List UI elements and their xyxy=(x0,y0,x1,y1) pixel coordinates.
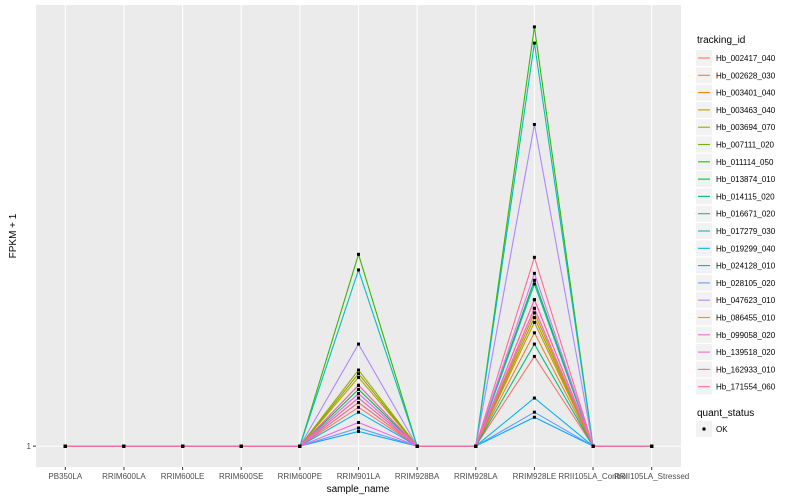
x-tick-label: RRIM600SE xyxy=(219,472,263,481)
legend-label: Hb_014115_020 xyxy=(716,192,775,201)
data-point xyxy=(650,444,654,448)
data-point xyxy=(532,41,536,45)
x-tick-label: RRIM928LA xyxy=(454,472,498,481)
series-points xyxy=(63,25,654,448)
data-point xyxy=(474,444,478,448)
data-point xyxy=(532,396,536,400)
data-point xyxy=(532,316,536,320)
legend-label: Hb_086455_010 xyxy=(716,314,776,323)
data-point xyxy=(63,444,67,448)
data-point xyxy=(532,331,536,335)
legend-label: OK xyxy=(716,425,728,434)
data-point xyxy=(415,444,419,448)
legend-shape-items: OK xyxy=(696,421,728,437)
legend-label: Hb_002417_040 xyxy=(716,54,776,63)
data-point xyxy=(532,298,536,302)
x-tick-label: RRIM928BA xyxy=(395,472,440,481)
legend-shape-title: quant_status xyxy=(697,408,754,419)
legend-label: Hb_099058_020 xyxy=(716,331,776,340)
data-point xyxy=(532,342,536,346)
data-point xyxy=(532,255,536,259)
legend-label: Hb_139518_020 xyxy=(716,348,776,357)
x-tick-label: RRIM600PE xyxy=(278,472,322,481)
legend-label: Hb_002628_030 xyxy=(716,71,776,80)
legend-label: Hb_003463_040 xyxy=(716,106,776,115)
x-axis-title: sample_name xyxy=(327,484,390,495)
legend-label: Hb_019299_040 xyxy=(716,244,776,253)
data-point xyxy=(532,311,536,315)
legend-label: Hb_024128_010 xyxy=(716,262,776,271)
data-point xyxy=(532,410,536,414)
data-point xyxy=(532,306,536,310)
data-point xyxy=(357,429,360,433)
x-tick-label: RRII105LA_Stressed xyxy=(614,472,689,481)
data-point xyxy=(532,25,536,29)
y-axis-title: FPKM + 1 xyxy=(8,213,19,258)
data-point xyxy=(181,444,185,448)
data-point xyxy=(298,444,302,448)
x-tick-label: RRIM928LE xyxy=(513,472,557,481)
data-point xyxy=(532,320,536,324)
legend-label: Hb_007111_020 xyxy=(716,141,775,150)
data-point xyxy=(532,282,536,286)
legend-label: Hb_162933_010 xyxy=(716,365,776,374)
data-point xyxy=(122,444,126,448)
axes: PB350LA RRIM600LA RRIM600LE RRIM600SE RRIM60… xyxy=(27,442,690,481)
legend-label: Hb_013874_010 xyxy=(716,175,776,184)
data-point xyxy=(357,368,360,372)
legend: tracking_id Hb_002417_040Hb_002628_030Hb… xyxy=(696,35,776,437)
legend-label: Hb_017279_030 xyxy=(716,227,776,236)
legend-label: Hb_016671_020 xyxy=(716,210,776,219)
y-tick-label: 1 xyxy=(27,442,32,451)
data-point xyxy=(357,342,360,346)
data-point xyxy=(357,387,360,391)
data-point xyxy=(591,444,595,448)
x-tick-label: PB350LA xyxy=(48,472,82,481)
data-point xyxy=(357,396,360,400)
data-point xyxy=(532,122,536,126)
data-point xyxy=(532,415,536,419)
legend-color-items: Hb_002417_040 Hb_002628_030 Hb_003401_040 H… xyxy=(696,50,776,395)
data-point xyxy=(357,421,360,425)
data-point xyxy=(357,372,360,376)
legend-color-title: tracking_id xyxy=(697,35,745,46)
x-tick-label: RRIM901LA xyxy=(337,472,381,481)
x-tick-label: RRIM600LA xyxy=(102,472,146,481)
data-point xyxy=(357,410,360,414)
grid-lines xyxy=(36,5,681,467)
legend-label: Hb_028105_020 xyxy=(716,279,776,288)
data-point xyxy=(357,401,360,405)
data-point xyxy=(532,278,536,282)
data-point xyxy=(357,392,360,396)
data-point xyxy=(357,375,360,379)
data-point xyxy=(357,383,360,387)
legend-label: Hb_003694_070 xyxy=(716,123,776,132)
data-point xyxy=(357,252,360,256)
legend-label: Hb_003401_040 xyxy=(716,89,776,98)
data-point xyxy=(357,426,360,430)
x-tick-label: RRII105LA_Control xyxy=(558,472,628,481)
legend-label: Hb_047623_010 xyxy=(716,296,776,305)
data-point xyxy=(532,354,536,358)
legend-key-point xyxy=(702,427,706,431)
x-tick-label: RRIM600LE xyxy=(161,472,205,481)
data-point xyxy=(357,268,360,272)
legend-label: Hb_171554_060 xyxy=(716,383,776,392)
legend-label: Hb_011114_050 xyxy=(716,158,774,167)
data-point xyxy=(357,405,360,409)
data-point xyxy=(532,271,536,275)
data-point xyxy=(239,444,243,448)
